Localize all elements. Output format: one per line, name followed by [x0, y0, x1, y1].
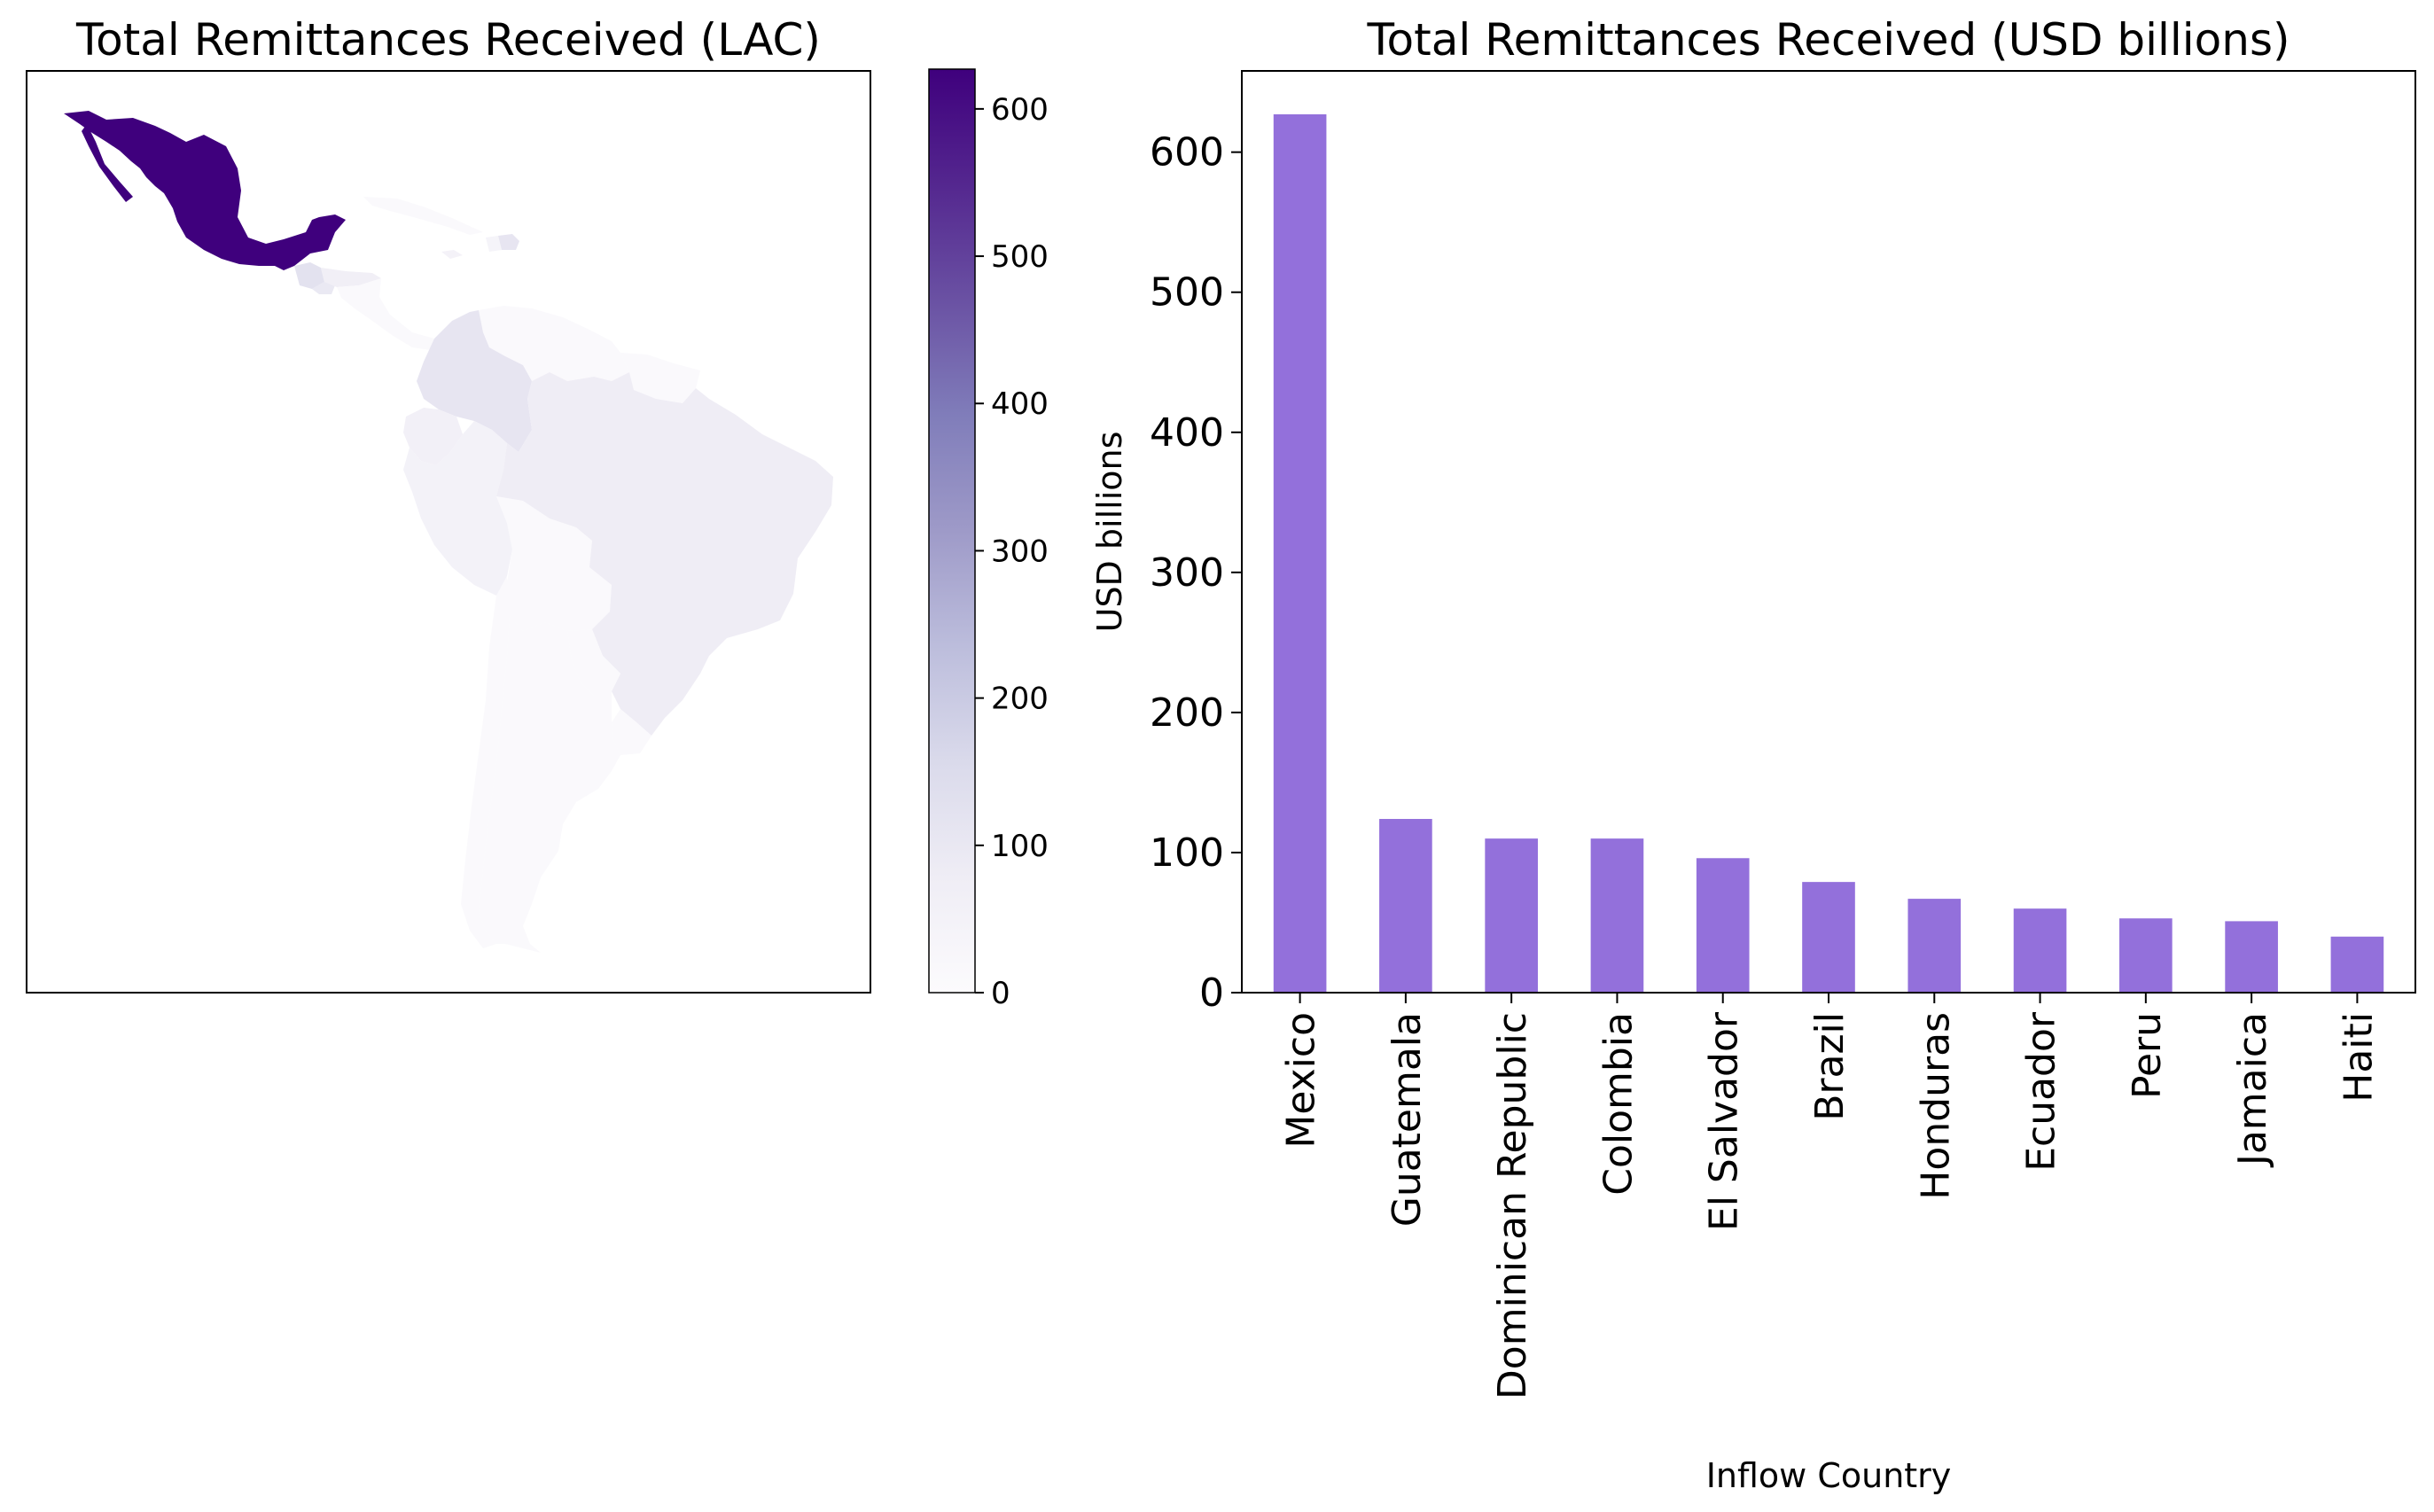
colorbar-ticks: 0 100 200 300 400 500 600 — [975, 92, 1049, 1011]
bar-brazil — [1802, 882, 1855, 993]
map-region-paraguay — [567, 629, 620, 696]
x-tick-label: Haiti — [2336, 1012, 2381, 1103]
map-region-venezuela — [479, 306, 629, 381]
x-tick-label: Brazil — [1807, 1012, 1853, 1121]
x-tick-label: El Salvador — [1702, 1011, 1747, 1231]
map-region-guatemala — [294, 262, 324, 289]
x-tick-label: Mexico — [1279, 1012, 1324, 1149]
map-region-central-other — [337, 278, 434, 350]
colorbar: 0 100 200 300 400 500 600 — [928, 68, 1049, 1011]
y-tick-label: 500 — [1150, 270, 1224, 316]
colorbar-gradient — [928, 68, 976, 994]
colorbar-tick-label: 400 — [991, 386, 1049, 422]
x-tick-label: Jamaica — [2230, 1012, 2275, 1168]
y-tick-label: 300 — [1150, 550, 1224, 596]
y-tick-label: 100 — [1150, 830, 1224, 876]
bar-mexico — [1273, 113, 1327, 994]
map-region-brazil — [496, 372, 833, 736]
bar-jamaica — [2225, 921, 2278, 993]
choropleth-map — [64, 111, 833, 953]
colorbar-tick-label: 100 — [991, 829, 1049, 864]
y-axis-label: USD billions — [1090, 432, 1129, 633]
map-region-argentina — [479, 616, 620, 953]
map-region-dominican-republic — [498, 234, 519, 250]
bar-el-salvador — [1696, 858, 1750, 993]
bar-honduras — [1907, 899, 1962, 993]
colorbar-tick-label: 600 — [991, 92, 1049, 128]
bar-guatemala — [1379, 819, 1432, 993]
x-tick-label: Honduras — [1913, 1012, 1958, 1200]
y-tick-label: 400 — [1150, 410, 1224, 456]
map-region-bolivia — [496, 496, 612, 631]
y-tick-label: 600 — [1150, 130, 1224, 175]
y-tick-label: 0 — [1199, 970, 1224, 1016]
x-axis: Mexico Guatemala Dominican Republic Colombi… — [1279, 993, 2381, 1399]
bar-colombia — [1590, 838, 1644, 993]
bar-chart-title: Total Remittances Received (USD billions… — [1366, 14, 2290, 66]
bar-series — [1273, 113, 2384, 994]
x-tick-label: Dominican Republic — [1490, 1012, 1535, 1399]
colorbar-tick-label: 300 — [991, 534, 1049, 569]
y-axis: 0 100 200 300 400 500 600 — [1150, 130, 1242, 1016]
map-region-chile — [461, 576, 510, 948]
x-tick-label: Colombia — [1595, 1012, 1641, 1196]
bar-peru — [2119, 918, 2173, 993]
colorbar-tick-label: 500 — [991, 239, 1049, 275]
map-region-el-salvador — [312, 282, 335, 294]
map-region-honduras — [321, 268, 381, 287]
map-region-uruguay — [612, 709, 651, 755]
x-axis-label: Inflow Country — [1706, 1456, 1952, 1495]
bar-ecuador — [2013, 908, 2067, 993]
map-region-mexico — [64, 111, 346, 270]
map-frame — [26, 70, 871, 994]
x-tick-label: Ecuador — [2019, 1011, 2064, 1172]
map-region-peru — [403, 421, 512, 596]
colorbar-tick-label: 0 — [991, 976, 1010, 1011]
x-tick-label: Guatemala — [1385, 1012, 1430, 1227]
y-tick-label: 200 — [1150, 690, 1224, 736]
map-region-colombia — [417, 310, 532, 452]
x-tick-label: Peru — [2125, 1012, 2170, 1099]
colorbar-tick-label: 200 — [991, 682, 1049, 717]
map-region-guianas — [620, 353, 700, 403]
map-region-jamaica — [441, 250, 463, 259]
map-title: Total Remittances Received (LAC) — [75, 14, 821, 66]
map-region-ecuador — [403, 408, 463, 465]
map-region-haiti — [486, 236, 502, 252]
map-region-cuba — [363, 197, 483, 235]
bar-haiti — [2330, 936, 2384, 993]
bar-plot-frame — [1241, 70, 2416, 994]
bar-dominican-republic — [1485, 838, 1538, 993]
